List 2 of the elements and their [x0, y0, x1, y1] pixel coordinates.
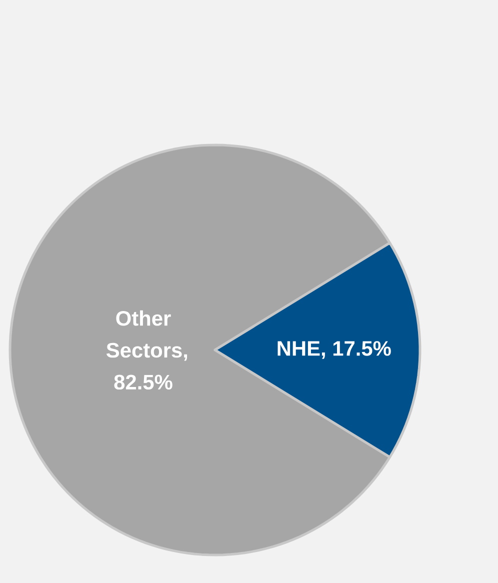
data-label: Other Sectors, 82.5%: [106, 310, 188, 390]
data-label: NHE, 17.5%: [278, 341, 391, 359]
